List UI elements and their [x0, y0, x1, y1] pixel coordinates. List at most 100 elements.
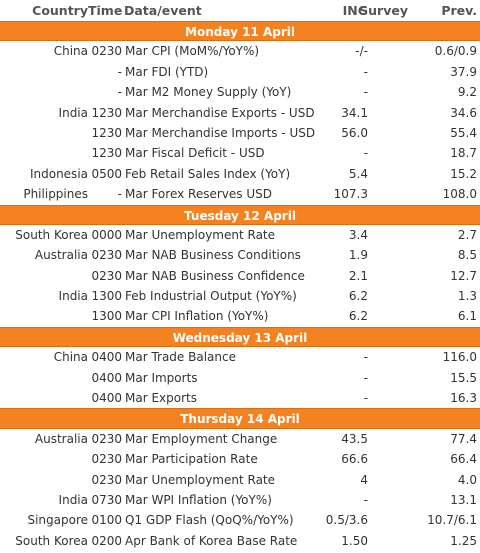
table-row: - Mar FDI (YTD) -37.9	[0, 62, 480, 82]
event-cell: Mar WPI Inflation (YoY%)	[125, 492, 272, 507]
day-header: Wednesday 13 April	[0, 326, 480, 348]
time-cell: 0000	[91, 227, 122, 242]
country-cell: India	[58, 289, 88, 304]
table-row: South Korea 0000 Mar Unemployment Rate 3.4 2…	[0, 225, 480, 245]
event-cell: Mar Exports	[125, 391, 197, 406]
table-row: India 1300 Feb Industrial Output (YoY%) 6.2…	[0, 286, 480, 306]
ing-cell: 6.2	[348, 309, 368, 324]
country-cell: China	[53, 44, 88, 59]
time-cell: 0230	[91, 431, 122, 446]
time-cell: 0230	[91, 452, 122, 467]
prev-cell: 116.0	[442, 350, 477, 365]
time-cell: 1230	[91, 146, 122, 161]
day-header: Monday 11 April	[0, 21, 480, 42]
table-row: India 1230 Mar Merchandise Exports - USD 34…	[0, 103, 480, 123]
table-row: China 0400 Mar Trade Balance - 116.0	[0, 347, 480, 367]
ing-cell: -	[363, 350, 368, 365]
ing-cell: 6.2	[348, 289, 368, 304]
event-cell: Feb Retail Sales Index (YoY)	[125, 166, 291, 181]
header-prev: Prev.	[441, 3, 477, 18]
event-cell: Mar Merchandise Imports - USD	[125, 125, 316, 140]
ing-cell: -	[363, 64, 368, 79]
prev-cell: 6.1	[457, 309, 477, 324]
header-survey: Survey	[359, 3, 408, 18]
table-row: 0230 Mar Participation Rate 66.6 66.4	[0, 449, 480, 469]
prev-cell: 2.7	[457, 227, 477, 242]
time-cell: 0500	[91, 166, 122, 181]
table-row: 1300 Mar CPI Inflation (YoY%) 6.2 6.1	[0, 306, 480, 326]
ing-cell: -	[363, 492, 368, 507]
ing-cell: 43.5	[341, 431, 368, 446]
event-cell: Mar Forex Reserves USD	[125, 187, 272, 202]
table-header: Country Time Data/event ING Survey Prev.	[0, 0, 480, 21]
time-cell: 0230	[91, 268, 122, 283]
ing-cell: -/-	[355, 44, 368, 59]
time-cell: -	[117, 85, 122, 100]
event-cell: Mar M2 Money Supply (YoY)	[125, 85, 292, 100]
event-cell: Mar Unemployment Rate	[125, 227, 276, 242]
event-cell: Mar Trade Balance	[125, 350, 236, 365]
prev-cell: 16.3	[450, 391, 477, 406]
table-row: 0400 Mar Imports - 15.5	[0, 368, 480, 388]
table-row: Australia 0230 Mar Employment Change 43.5 77…	[0, 429, 480, 449]
time-cell: 0200	[91, 533, 122, 548]
table-row: China 0230 Mar CPI (MoM%/YoY%) -/- 0.6/0.9	[0, 41, 480, 61]
time-cell: 0400	[91, 350, 122, 365]
day-header: Tuesday 12 April	[0, 204, 480, 225]
ing-cell: 1.9	[348, 248, 368, 263]
event-cell: Apr Bank of Korea Base Rate	[125, 533, 298, 548]
prev-cell: 0.6/0.9	[434, 44, 477, 59]
table-row: 0230 Mar Unemployment Rate 4 4.0	[0, 470, 480, 490]
ing-cell: 34.1	[341, 105, 368, 120]
event-cell: Mar CPI (MoM%/YoY%)	[125, 44, 260, 59]
prev-cell: 108.0	[442, 187, 477, 202]
event-cell: Mar FDI (YTD)	[125, 64, 209, 79]
prev-cell: 12.7	[450, 268, 477, 283]
prev-cell: 34.6	[450, 105, 477, 120]
table-row: - Mar M2 Money Supply (YoY) -9.2	[0, 82, 480, 102]
table-row: 0400 Mar Exports - 16.3	[0, 388, 480, 408]
table-row: Indonesia 0500 Feb Retail Sales Index (YoY…	[0, 164, 480, 184]
header-event: Data/event	[124, 3, 202, 18]
prev-cell: 66.4	[450, 452, 477, 467]
ing-cell: 2.1	[348, 268, 368, 283]
table-row: Singapore 0100 Q1 GDP Flash (QoQ%/YoY%) 0.5…	[0, 510, 480, 530]
event-cell: Mar Participation Rate	[125, 452, 258, 467]
event-cell: Mar Imports	[125, 370, 198, 385]
header-time: Time	[88, 3, 123, 18]
prev-cell: 18.7	[450, 146, 477, 161]
prev-cell: 9.2	[457, 85, 477, 100]
country-cell: South Korea	[15, 533, 88, 548]
ing-cell: 107.3	[333, 187, 368, 202]
country-cell: India	[58, 105, 88, 120]
ing-cell: -	[363, 85, 368, 100]
prev-cell: 15.2	[450, 166, 477, 181]
prev-cell: 10.7/6.1	[427, 513, 477, 528]
ing-cell: -	[363, 391, 368, 406]
time-cell: -	[117, 64, 122, 79]
prev-cell: 1.3	[457, 289, 477, 304]
country-cell: Philippines	[23, 187, 88, 202]
time-cell: 0100	[91, 513, 122, 528]
ing-cell: 3.4	[348, 227, 368, 242]
country-cell: Singapore	[27, 513, 88, 528]
event-cell: Mar NAB Business Conditions	[125, 248, 301, 263]
prev-cell: 1.25	[450, 533, 477, 548]
time-cell: 0230	[91, 472, 122, 487]
country-cell: Indonesia	[29, 166, 88, 181]
time-cell: 0230	[91, 248, 122, 263]
event-cell: Mar Employment Change	[125, 431, 278, 446]
country-cell: China	[53, 350, 88, 365]
time-cell: 0730	[91, 492, 122, 507]
header-ing: ING	[342, 3, 368, 18]
country-cell: Australia	[34, 431, 88, 446]
prev-cell: 8.5	[457, 248, 477, 263]
ing-cell: 66.6	[341, 452, 368, 467]
event-cell: Mar NAB Business Confidence	[125, 268, 305, 283]
time-cell: 1300	[91, 309, 122, 324]
prev-cell: 13.1	[450, 492, 477, 507]
table-row: India 0730 Mar WPI Inflation (YoY%) - 13.1	[0, 490, 480, 510]
prev-cell: 77.4	[450, 431, 477, 446]
table-row: Australia 0230 Mar NAB Business Conditions…	[0, 245, 480, 265]
